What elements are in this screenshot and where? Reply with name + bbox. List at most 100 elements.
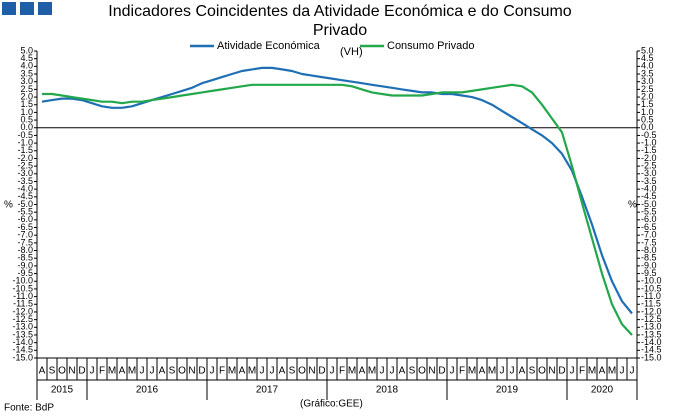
legend-label: Atividade Económica (217, 40, 321, 52)
y2-tick-label: -11.0 (641, 291, 661, 301)
x-tick-label: A (519, 366, 526, 377)
y-tick-label: -11.5 (13, 299, 33, 309)
y-tick-label: 2.0 (20, 91, 33, 101)
x-tick-label: D (558, 366, 565, 377)
x-tick-label: S (169, 366, 176, 377)
y2-tick-label: -7.0 (641, 230, 657, 240)
y-tick-label: -12.0 (12, 306, 33, 316)
x-tick-label: D (198, 366, 205, 377)
x-tick-label: M (368, 366, 376, 377)
year-label: 2020 (591, 385, 614, 396)
x-tick-label: M (248, 366, 256, 377)
y2-tick-label: 4.0 (641, 61, 654, 71)
x-tick-label: F (99, 366, 105, 377)
y2-tick-label: -1.0 (641, 137, 657, 147)
y-tick-label: -4.5 (17, 191, 33, 201)
y-tick-label: -14.5 (12, 345, 33, 355)
y2-tick-label: -2.5 (641, 161, 657, 171)
y-tick-label: -1.0 (17, 137, 33, 147)
x-tick-label: A (279, 366, 286, 377)
x-tick-label: N (188, 366, 195, 377)
x-tick-label: J (630, 366, 635, 377)
y-tick-label: -2.5 (17, 161, 33, 171)
y2-tick-label: -8.5 (641, 253, 657, 263)
x-tick-label: J (150, 366, 155, 377)
y-tick-label: -11.0 (13, 291, 33, 301)
x-tick-label: J (270, 366, 275, 377)
y-tick-label: -8.0 (17, 245, 33, 255)
x-tick-label: M (588, 366, 596, 377)
y2-tick-label: -9.0 (641, 260, 657, 270)
x-tick-label: A (479, 366, 486, 377)
year-label: 2018 (376, 385, 399, 396)
y-tick-label: -6.5 (17, 222, 33, 232)
y-tick-label: 3.5 (20, 68, 33, 78)
x-tick-label: O (58, 366, 66, 377)
x-tick-label: S (289, 366, 296, 377)
x-tick-label: O (178, 366, 186, 377)
x-tick-label: A (359, 366, 366, 377)
x-tick-label: M (348, 366, 356, 377)
y2-tick-label: -10.0 (641, 276, 662, 286)
y-tick-label: 1.0 (20, 107, 33, 117)
logo-square (20, 2, 34, 15)
y2-tick-label: -6.5 (641, 222, 657, 232)
y2-tick-label: 4.5 (641, 53, 654, 63)
x-tick-label: M (608, 366, 616, 377)
y-tick-label: 2.5 (20, 84, 33, 94)
y-tick-label: -6.0 (17, 214, 33, 224)
y-tick-label: -13.5 (12, 329, 33, 339)
y-tick-label: -10.5 (12, 283, 33, 293)
x-tick-label: M (468, 366, 476, 377)
y2-tick-label: -1.5 (641, 145, 657, 155)
y2-tick-label: -9.5 (641, 268, 657, 278)
y-tick-label: -9.0 (17, 260, 33, 270)
y-tick-label: -3.5 (17, 176, 33, 186)
y-tick-label: -15.0 (12, 352, 33, 362)
x-tick-label: J (620, 366, 625, 377)
x-tick-label: N (68, 366, 75, 377)
y2-tick-label: -14.0 (641, 337, 662, 347)
credit: (Gráfico:GEE) (300, 399, 363, 410)
y2-tick-label: 5.0 (641, 45, 654, 55)
y-tick-label: 0.0 (20, 122, 33, 132)
year-label: 2016 (136, 385, 159, 396)
y2-tick-label: -4.5 (641, 191, 657, 201)
logo-square (38, 2, 52, 15)
x-tick-label: S (409, 366, 416, 377)
y2-tick-label: -13.0 (641, 322, 662, 332)
y2-tick-label: -3.5 (641, 176, 657, 186)
y-tick-label: -0.5 (17, 130, 33, 140)
y2-tick-label: 1.5 (641, 99, 654, 109)
y-tick-label: 4.0 (20, 61, 33, 71)
y2-tick-label: 3.5 (641, 68, 654, 78)
x-tick-label: S (529, 366, 536, 377)
y2-tick-label: 0.0 (641, 122, 654, 132)
x-tick-label: D (318, 366, 325, 377)
x-tick-label: F (339, 366, 345, 377)
x-tick-label: M (128, 366, 136, 377)
y-tick-label: 4.5 (20, 53, 33, 63)
y2-tick-label: 3.0 (641, 76, 654, 86)
y2-tick-label: -3.0 (641, 168, 657, 178)
x-tick-label: M (108, 366, 116, 377)
y-tick-label: -14.0 (12, 337, 33, 347)
y-tick-label: -8.5 (17, 253, 33, 263)
y-tick-label: 0.5 (20, 114, 33, 124)
y-tick-label: -7.0 (17, 230, 33, 240)
y2-tick-label: -8.0 (641, 245, 657, 255)
x-tick-label: A (239, 366, 246, 377)
y2-tick-label: -12.5 (641, 314, 662, 324)
y2-tick-label: -0.5 (641, 130, 657, 140)
x-tick-label: J (380, 366, 385, 377)
x-tick-label: F (579, 366, 585, 377)
y2-tick-label: -5.0 (641, 199, 657, 209)
y-tick-label: -12.5 (12, 314, 33, 324)
y-axis-label: % (4, 200, 13, 211)
y-tick-label: -5.0 (17, 199, 33, 209)
x-tick-label: D (438, 366, 445, 377)
y-tick-label: -4.0 (17, 184, 33, 194)
y2-tick-label: -11.5 (641, 299, 661, 309)
x-tick-label: J (500, 366, 505, 377)
series-line (41, 66, 633, 315)
